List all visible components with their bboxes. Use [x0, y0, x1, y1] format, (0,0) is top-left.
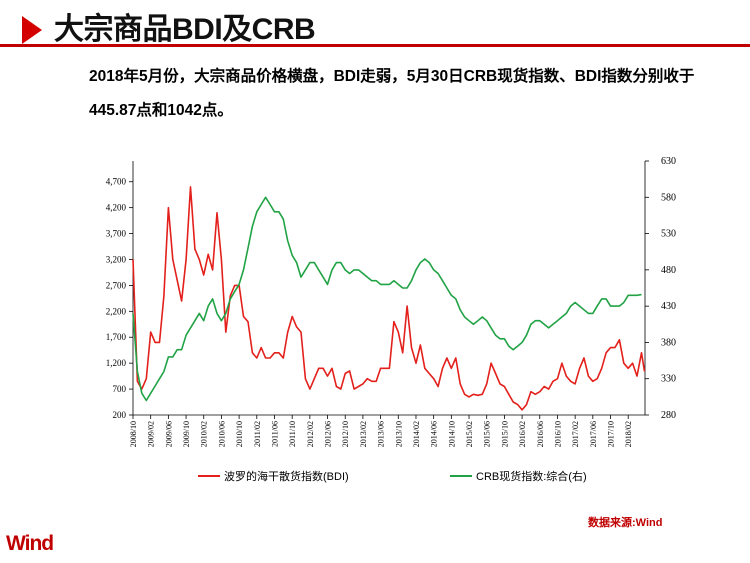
x-tick-label: 2016/02	[518, 421, 527, 447]
x-tick-label: 2017/10	[607, 421, 616, 447]
x-tick-label: 2014/02	[412, 421, 421, 447]
x-tick-label: 2014/10	[447, 421, 456, 447]
title-divider	[0, 44, 750, 47]
x-tick-label: 2009/06	[164, 421, 173, 447]
x-tick-label: 2011/10	[288, 421, 297, 447]
x-tick-label: 2013/10	[394, 421, 403, 447]
x-tick-label: 2010/06	[217, 421, 226, 447]
x-tick-label: 2016/10	[553, 421, 562, 447]
right-tick-label: 330	[661, 374, 676, 385]
left-tick-label: 4,200	[106, 203, 127, 213]
right-tick-label: 280	[661, 410, 676, 421]
x-tick-label: 2013/06	[377, 421, 386, 447]
title-arrow-icon	[22, 16, 42, 44]
x-tick-label: 2015/02	[465, 421, 474, 447]
legend-crb-label: CRB现货指数:综合(右)	[476, 471, 587, 483]
x-tick-label: 2014/06	[430, 421, 439, 447]
legend-crb-swatch	[450, 474, 472, 478]
legend-bdi-label: 波罗的海干散货指数(BDI)	[224, 471, 349, 483]
x-tick-label: 2010/02	[200, 421, 209, 447]
left-tick-label: 200	[113, 410, 127, 420]
left-tick-label: 2,700	[106, 280, 127, 290]
x-tick-label: 2012/06	[324, 421, 333, 447]
right-tick-label: 480	[661, 265, 676, 276]
x-tick-label: 2008/10	[129, 421, 138, 447]
x-tick-label: 2012/02	[306, 421, 315, 447]
page-title: 大宗商品BDI及CRB	[54, 13, 316, 46]
x-tick-label: 2009/02	[147, 421, 156, 447]
data-source: 数据来源:Wind	[588, 517, 663, 529]
left-tick-label: 1,700	[106, 332, 127, 342]
legend-bdi-swatch	[198, 474, 220, 478]
left-tick-label: 2,200	[106, 306, 127, 316]
legend-bdi: 波罗的海干散货指数(BDI)	[198, 468, 349, 484]
bdi-crb-line-chart: 200 700 1,200 1,700 2,200 2,700 3,200 3,700 4,20…	[106, 156, 676, 447]
x-tick-label: 2010/10	[235, 421, 244, 447]
right-tick-label: 580	[661, 192, 676, 203]
x-tick-label: 2009/10	[182, 421, 191, 447]
x-tick-label: 2012/10	[341, 421, 350, 447]
x-tick-label: 2011/06	[270, 421, 279, 447]
legend-crb: CRB现货指数:综合(右)	[450, 468, 587, 484]
right-tick-label: 530	[661, 229, 676, 240]
bdi-series-line	[132, 186, 646, 411]
x-tick-label: 2018/02	[624, 421, 633, 447]
left-tick-label: 3,200	[106, 254, 127, 264]
x-tick-label: 2015/10	[500, 421, 509, 447]
right-tick-label: 630	[661, 156, 676, 167]
crb-series-line	[132, 196, 642, 402]
x-tick-label: 2016/06	[536, 421, 545, 447]
left-tick-label: 4,700	[106, 177, 127, 187]
left-tick-label: 3,700	[106, 229, 127, 239]
right-tick-label: 430	[661, 301, 676, 312]
left-tick-label: 1,200	[106, 358, 127, 368]
x-tick-label: 2013/02	[359, 421, 368, 447]
x-tick-label: 2015/06	[483, 421, 492, 447]
x-tick-label: 2011/02	[253, 421, 262, 447]
right-tick-label: 380	[661, 337, 676, 348]
x-tick-label: 2017/06	[589, 421, 598, 447]
wind-logo: Wind	[6, 532, 54, 555]
left-tick-label: 700	[113, 384, 127, 394]
summary-text: 2018年5月份，大宗商品价格横盘，BDI走弱，5月30日CRB现货指数、BDI…	[89, 68, 695, 119]
x-tick-label: 2017/02	[571, 421, 580, 447]
